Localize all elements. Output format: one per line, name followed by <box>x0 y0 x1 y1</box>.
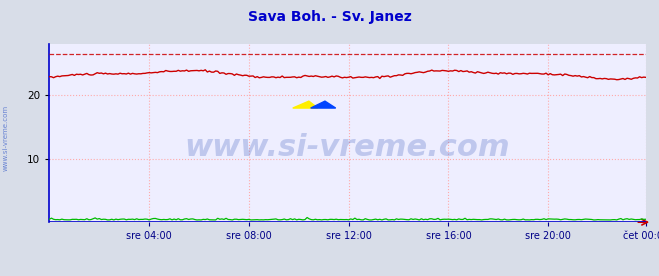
Text: www.si-vreme.com: www.si-vreme.com <box>2 105 9 171</box>
Text: Sava Boh. - Sv. Janez: Sava Boh. - Sv. Janez <box>248 10 411 24</box>
Polygon shape <box>293 101 318 108</box>
Text: www.si-vreme.com: www.si-vreme.com <box>185 133 511 162</box>
Polygon shape <box>310 101 335 108</box>
